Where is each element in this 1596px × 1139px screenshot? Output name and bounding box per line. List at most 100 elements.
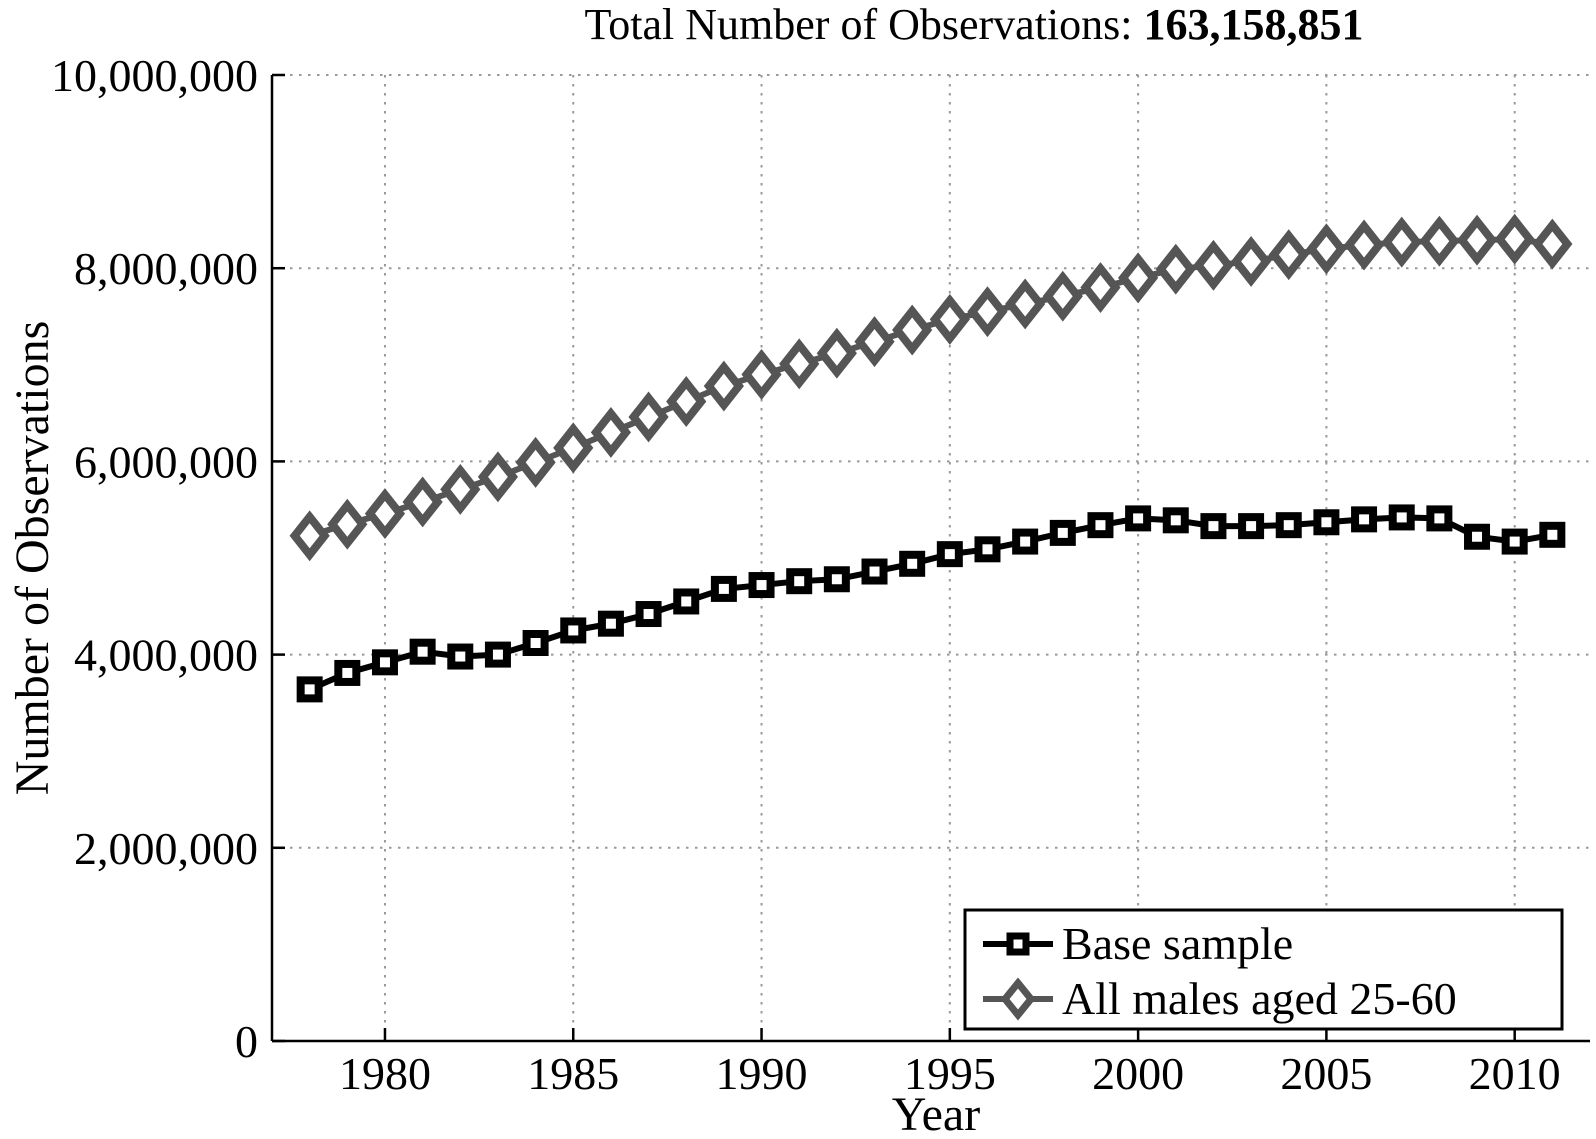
tick-labels: 1980 1985 1990 1995 2000 2005 2010 0 2,000,000 4,… [51,50,1561,1099]
square-marker-icon [296,676,323,703]
square-marker-icon [334,659,361,686]
square-marker-icon [1162,507,1189,534]
diamond-marker-icon [1000,977,1036,1021]
square-marker-icon [936,541,963,568]
legend-label-all-males: All males aged 25-60 [1062,973,1457,1024]
y-tick-label: 0 [235,1016,258,1067]
x-tick-label: 1995 [904,1048,996,1099]
diamond-marker-icon [703,360,744,412]
diamond-marker-icon [364,488,406,540]
square-marker-icon [1006,932,1030,956]
y-tick-label: 2,000,000 [74,823,258,874]
square-marker-icon [522,630,549,657]
x-tick-label: 1985 [527,1048,619,1099]
legend-entry-all-males: All males aged 25-60 [983,973,1457,1024]
y-axis-title: Number of Observations [6,321,59,796]
square-marker-icon [635,601,662,628]
y-tick-label: 10,000,000 [51,50,258,101]
square-marker-icon [1200,513,1227,540]
square-marker-icon [371,649,398,676]
diamond-marker-icon [967,286,1008,338]
square-marker-icon [974,536,1001,563]
square-marker-icon [1087,512,1114,539]
square-marker-icon [1539,521,1566,548]
diamond-marker-icon [1118,252,1159,304]
diamond-marker-icon [1343,219,1385,271]
square-marker-icon [899,550,926,577]
x-tick-label: 1980 [339,1048,431,1099]
legend-box [963,908,1564,1031]
x-tick-label: 2005 [1280,1048,1372,1099]
diamond-marker-icon [1381,216,1422,268]
diamond-marker-icon [515,436,556,488]
x-tick-label: 2000 [1092,1048,1184,1099]
square-marker-icon [1351,506,1378,533]
series-base-sample [296,504,1566,703]
diamond-marker-icon [1268,229,1309,281]
square-marker-icon [1049,519,1076,546]
square-marker-icon [1125,505,1152,532]
square-marker-icon [786,568,813,595]
square-marker-icon [1238,513,1265,540]
y-tick-label: 8,000,000 [74,243,258,294]
square-marker-icon [1388,504,1415,531]
diamond-marker-icon [590,406,632,458]
square-marker-icon [560,617,587,644]
square-marker-icon [1313,509,1340,536]
x-tick-label: 2010 [1469,1048,1561,1099]
legend: Base sample All males aged 25-60 [963,908,1564,1031]
diamond-marker-icon [816,327,857,379]
square-marker-icon [1012,528,1039,555]
square-marker-icon [710,575,737,602]
diamond-marker-icon [477,451,519,503]
diamond-marker-icon [1080,262,1121,313]
chart-title: Total Number of Observations: 163,158,85… [584,0,1363,49]
series-line-base-sample [308,514,1553,693]
square-marker-icon [409,638,436,665]
diamond-marker-icon [741,349,782,400]
diamond-marker-icon [1230,235,1272,287]
diamond-marker-icon [854,316,895,368]
x-axis-title: Year [892,1088,980,1139]
legend-entry-base-sample: Base sample [983,918,1293,969]
square-marker-icon [861,558,888,585]
square-marker-icon [748,572,775,599]
chart-title-prefix: Total Number of Observations: [584,0,1143,49]
diamond-marker-icon [779,338,820,390]
y-tick-label: 4,000,000 [74,630,258,681]
diamond-marker-icon [1005,278,1046,330]
diamond-marker-icon [666,376,707,427]
diamond-marker-icon [440,463,481,515]
square-marker-icon [1426,505,1453,532]
square-marker-icon [1501,528,1528,555]
square-marker-icon [673,588,700,615]
diamond-marker-icon [1193,239,1234,291]
series-all-males-aged-25-60 [289,213,1573,562]
diamond-marker-icon [402,476,443,528]
square-marker-icon [447,643,474,670]
diamond-marker-icon [1494,213,1535,265]
diamond-marker-icon [1419,215,1460,267]
diamond-marker-icon [289,510,330,562]
data-series [289,213,1573,703]
diamond-marker-icon [1532,218,1573,270]
series-line-all-males-aged-25-60 [308,236,1553,539]
chart-title-total: 163,158,851 [1144,0,1364,49]
diamond-marker-icon [1155,243,1196,295]
diamond-marker-icon [892,304,933,356]
diamond-marker-icon [929,293,970,345]
gridlines [272,74,1590,1041]
diamond-marker-icon [327,498,368,550]
square-marker-icon [597,610,624,637]
x-tick-label: 1990 [716,1048,808,1099]
diamond-marker-icon [1306,223,1347,275]
square-marker-icon [1464,523,1491,550]
square-marker-icon [484,641,511,668]
legend-label-base-sample: Base sample [1062,918,1293,969]
diamond-marker-icon [553,422,594,474]
square-marker-icon [823,566,850,593]
diamond-marker-icon [1042,270,1083,322]
diamond-marker-icon [628,391,669,443]
